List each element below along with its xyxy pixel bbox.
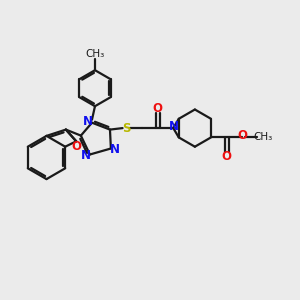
Text: N: N xyxy=(83,115,93,128)
Text: N: N xyxy=(81,148,91,162)
Text: N: N xyxy=(110,142,120,156)
Text: O: O xyxy=(222,150,232,163)
Text: O: O xyxy=(71,140,81,153)
Text: S: S xyxy=(122,122,131,135)
Text: O: O xyxy=(237,129,247,142)
Text: O: O xyxy=(153,102,163,115)
Text: N: N xyxy=(169,120,179,133)
Text: CH₃: CH₃ xyxy=(85,49,105,59)
Text: CH₃: CH₃ xyxy=(254,132,273,142)
